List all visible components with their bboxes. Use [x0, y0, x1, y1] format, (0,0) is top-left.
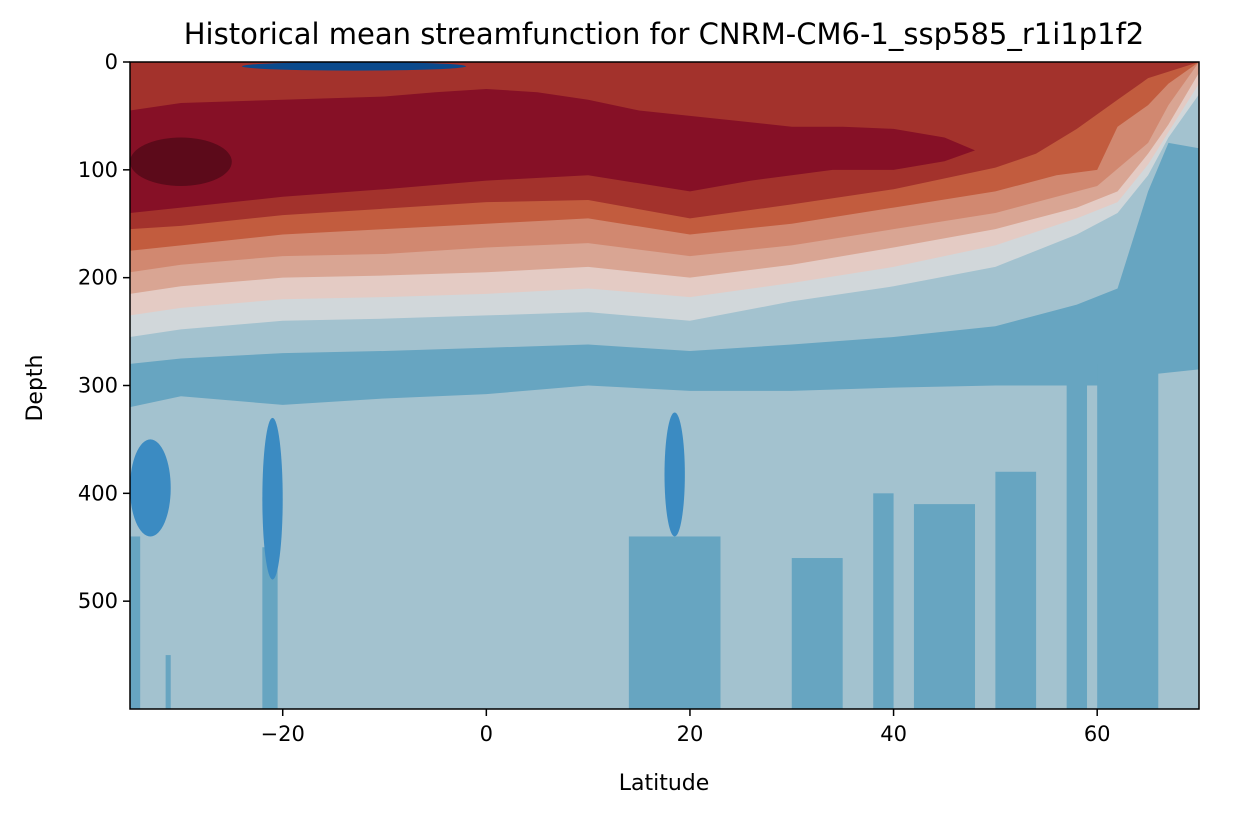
y-tick-label: 400: [78, 481, 118, 505]
y-tick-label: 100: [78, 158, 118, 182]
x-axis-label: Latitude: [619, 771, 710, 796]
x-tick-label: 20: [677, 722, 704, 746]
y-axis-label: Depth: [23, 354, 48, 421]
y-tick-label: 0: [105, 50, 118, 74]
deep-band-6: [913, 504, 976, 709]
y-tick-label: 500: [78, 589, 118, 613]
feature-deep-negative-5: [664, 412, 685, 537]
deep-band-0: [262, 547, 278, 709]
deep-band-2: [130, 536, 141, 709]
deep-band-3: [165, 655, 171, 709]
deep-band-7: [995, 471, 1037, 709]
x-tick-label: 40: [880, 722, 907, 746]
deep-band-1: [628, 536, 721, 709]
feature-surface-positive-2: [567, 62, 650, 71]
deep-band-4: [791, 558, 843, 709]
feature-deep-negative-4: [262, 417, 283, 580]
x-tick-label: −20: [261, 722, 305, 746]
x-tick-label: 60: [1084, 722, 1111, 746]
deep-band-8: [1066, 385, 1088, 709]
chart-title: Historical mean streamfunction for CNRM-…: [184, 17, 1145, 51]
plot-area: [130, 62, 1199, 709]
y-tick-label: 300: [78, 374, 118, 398]
axis-ticks: −20 0 20 40 60 0 100 200 300 400 500: [78, 50, 1111, 746]
feature-deep-negative-3: [130, 439, 171, 537]
feature-core-max-0: [130, 137, 232, 187]
contour-band-level-5: [130, 88, 976, 213]
x-tick-label: 0: [480, 722, 493, 746]
y-tick-label: 200: [78, 266, 118, 290]
deep-band-5: [873, 493, 894, 709]
feature-surface-negative-1: [241, 62, 466, 71]
deep-band-9: [1097, 363, 1159, 709]
